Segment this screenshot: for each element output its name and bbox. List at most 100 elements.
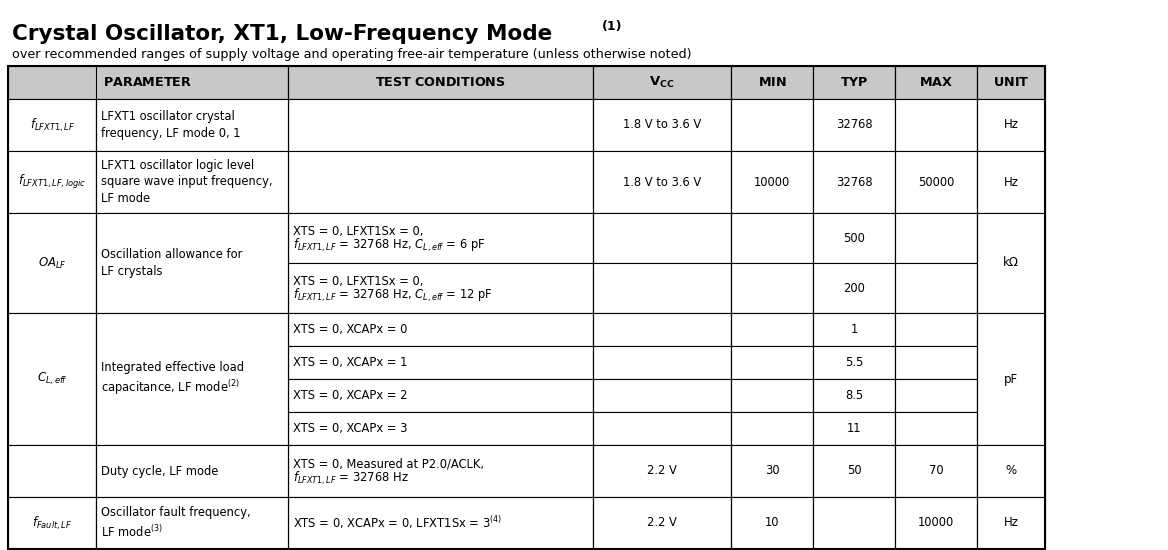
- Bar: [731, 346, 813, 379]
- Text: $f_{Fault,LF}$: $f_{Fault,LF}$: [32, 514, 72, 532]
- Bar: [813, 151, 895, 213]
- Bar: [593, 99, 731, 151]
- Bar: [731, 151, 813, 213]
- Bar: [288, 346, 593, 379]
- Bar: [96, 213, 288, 313]
- Bar: [813, 379, 895, 412]
- Text: $f_{LFXT1,LF}$ = 32768 Hz, $C_{L,eff}$ = 12 pF: $f_{LFXT1,LF}$ = 32768 Hz, $C_{L,eff}$ =…: [293, 287, 493, 304]
- Text: XTS = 0, XCAPx = 2: XTS = 0, XCAPx = 2: [293, 389, 408, 402]
- Bar: [813, 99, 895, 151]
- Text: 70: 70: [929, 465, 944, 477]
- Bar: [976, 313, 1045, 445]
- Text: 8.5: 8.5: [844, 389, 863, 402]
- Text: $C_{L,eff}$: $C_{L,eff}$: [36, 371, 68, 387]
- Text: 2.2 V: 2.2 V: [647, 516, 677, 530]
- Text: 50: 50: [847, 465, 861, 477]
- Bar: [895, 379, 976, 412]
- Bar: [288, 263, 593, 313]
- Text: %: %: [1006, 465, 1016, 477]
- Bar: [593, 263, 731, 313]
- Bar: [813, 346, 895, 379]
- Text: Hz: Hz: [1003, 516, 1018, 530]
- Text: 500: 500: [843, 232, 865, 245]
- Bar: [8, 445, 96, 497]
- Bar: [8, 99, 96, 151]
- Bar: [8, 213, 96, 313]
- Text: over recommended ranges of supply voltage and operating free-air temperature (un: over recommended ranges of supply voltag…: [12, 48, 691, 61]
- Bar: [895, 412, 976, 445]
- Bar: [731, 99, 813, 151]
- Text: pF: pF: [1004, 372, 1018, 386]
- Bar: [288, 99, 593, 151]
- Bar: [813, 213, 895, 263]
- Bar: [96, 99, 288, 151]
- Bar: [288, 313, 593, 346]
- Bar: [813, 497, 895, 549]
- Bar: [976, 213, 1045, 313]
- Text: $\mathbf{TYP}$: $\mathbf{TYP}$: [840, 76, 868, 89]
- Bar: [593, 379, 731, 412]
- Bar: [895, 346, 976, 379]
- Text: 10000: 10000: [918, 516, 954, 530]
- Bar: [731, 497, 813, 549]
- Text: $\mathbf{TEST\ CONDITIONS}$: $\mathbf{TEST\ CONDITIONS}$: [375, 76, 506, 89]
- Bar: [731, 313, 813, 346]
- Text: $\mathbf{PARAMETER}$: $\mathbf{PARAMETER}$: [104, 76, 193, 89]
- Bar: [288, 151, 593, 213]
- Bar: [8, 151, 96, 213]
- Text: $\mathbf{UNIT}$: $\mathbf{UNIT}$: [993, 76, 1029, 89]
- Text: kΩ: kΩ: [1003, 256, 1018, 270]
- Bar: [813, 263, 895, 313]
- Bar: [813, 412, 895, 445]
- Text: Duty cycle, LF mode: Duty cycle, LF mode: [100, 465, 218, 477]
- Bar: [593, 313, 731, 346]
- Text: 1.8 V to 3.6 V: 1.8 V to 3.6 V: [623, 175, 701, 189]
- Bar: [8, 313, 96, 445]
- Bar: [976, 66, 1045, 99]
- Bar: [288, 66, 593, 99]
- Bar: [813, 66, 895, 99]
- Bar: [895, 263, 976, 313]
- Bar: [96, 497, 288, 549]
- Text: LFXT1 oscillator crystal
frequency, LF mode 0, 1: LFXT1 oscillator crystal frequency, LF m…: [100, 110, 241, 140]
- Text: $OA_{LF}$: $OA_{LF}$: [37, 255, 67, 271]
- Bar: [731, 66, 813, 99]
- Text: $f_{LFXT1,LF}$: $f_{LFXT1,LF}$: [29, 116, 75, 134]
- Text: 1.8 V to 3.6 V: 1.8 V to 3.6 V: [623, 118, 701, 131]
- Text: (1): (1): [602, 20, 623, 33]
- Text: 5.5: 5.5: [844, 356, 863, 369]
- Text: XTS = 0, Measured at P2.0/ACLK,: XTS = 0, Measured at P2.0/ACLK,: [293, 458, 484, 470]
- Text: 11: 11: [847, 422, 861, 435]
- Text: XTS = 0, XCAPx = 3: XTS = 0, XCAPx = 3: [293, 422, 408, 435]
- Text: LFXT1 oscillator logic level
square wave input frequency,
LF mode: LFXT1 oscillator logic level square wave…: [100, 159, 272, 205]
- Bar: [96, 313, 288, 445]
- Bar: [288, 412, 593, 445]
- Text: 1: 1: [850, 323, 857, 336]
- Bar: [593, 412, 731, 445]
- Bar: [895, 445, 976, 497]
- Bar: [8, 66, 288, 99]
- Text: XTS = 0, XCAPx = 1: XTS = 0, XCAPx = 1: [293, 356, 408, 369]
- Text: 32768: 32768: [835, 118, 872, 131]
- Bar: [813, 313, 895, 346]
- Text: XTS = 0, XCAPx = 0: XTS = 0, XCAPx = 0: [293, 323, 408, 336]
- Text: XTS = 0, XCAPx = 0, LFXT1Sx = 3$^{(4)}$: XTS = 0, XCAPx = 0, LFXT1Sx = 3$^{(4)}$: [293, 515, 502, 531]
- Text: 10000: 10000: [753, 175, 790, 189]
- Bar: [288, 213, 593, 263]
- Text: 50000: 50000: [918, 175, 954, 189]
- Bar: [895, 99, 976, 151]
- Text: XTS = 0, LFXT1Sx = 0,: XTS = 0, LFXT1Sx = 0,: [293, 224, 423, 238]
- Text: $\mathbf{MAX}$: $\mathbf{MAX}$: [919, 76, 953, 89]
- Bar: [976, 497, 1045, 549]
- Text: Oscillation allowance for
LF crystals: Oscillation allowance for LF crystals: [100, 248, 243, 278]
- Bar: [593, 66, 731, 99]
- Bar: [593, 213, 731, 263]
- Bar: [895, 66, 976, 99]
- Bar: [96, 151, 288, 213]
- Text: 10: 10: [765, 516, 779, 530]
- Bar: [895, 313, 976, 346]
- Bar: [976, 445, 1045, 497]
- Bar: [976, 151, 1045, 213]
- Bar: [895, 497, 976, 549]
- Bar: [731, 412, 813, 445]
